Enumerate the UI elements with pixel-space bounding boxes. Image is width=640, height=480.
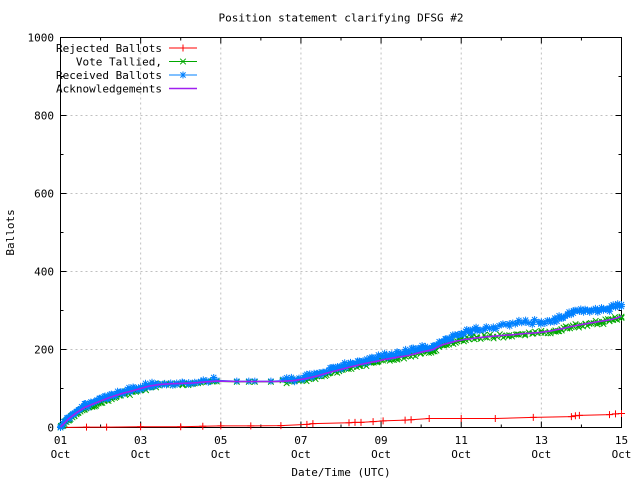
y-tick-label: 600 xyxy=(34,188,54,201)
legend-label-rejected-ballots: Rejected Ballots xyxy=(56,42,162,55)
x-axis-label: Date/Time (UTC) xyxy=(291,466,390,479)
legend-row-rejected-ballots: Rejected Ballots xyxy=(56,42,197,55)
x-tick-day: 07 xyxy=(294,434,307,447)
x-tick-day: 15 xyxy=(615,434,628,447)
y-tick-label: 200 xyxy=(34,344,54,357)
y-tick-label: 800 xyxy=(34,110,54,123)
x-tick-month: Oct xyxy=(211,448,231,461)
x-tick-month: Oct xyxy=(451,448,471,461)
x-tick-month: Oct xyxy=(291,448,311,461)
plot-frame xyxy=(60,37,622,428)
x-tick-day: 03 xyxy=(134,434,147,447)
legend-row-acknowledgements: Acknowledgements xyxy=(56,83,197,96)
y-axis-label: Ballots xyxy=(4,209,17,255)
y-tick-label: 1000 xyxy=(28,32,55,45)
x-tick-month: Oct xyxy=(531,448,551,461)
series-received-ballots xyxy=(57,300,625,431)
legend-row-received-ballots: Received Ballots xyxy=(56,69,197,82)
y-tick-label: 0 xyxy=(47,422,54,435)
data-series xyxy=(57,300,625,431)
x-tick-month: Oct xyxy=(612,448,632,461)
legend-label-acknowledgements: Acknowledgements xyxy=(56,83,162,96)
series-line-acknowledgements xyxy=(59,315,622,428)
x-tick-month: Oct xyxy=(51,448,71,461)
legend-row-vote-tallied: Vote Tallied, xyxy=(76,56,197,69)
x-tick-day: 09 xyxy=(374,434,387,447)
series-acknowledgements xyxy=(59,315,622,428)
chart-title: Position statement clarifying DFSG #2 xyxy=(218,12,463,25)
legend-sample-received-ballots xyxy=(169,71,197,79)
x-tick-day: 13 xyxy=(535,434,548,447)
gridlines xyxy=(60,37,622,428)
x-tick-day: 05 xyxy=(214,434,227,447)
x-tick-month: Oct xyxy=(131,448,151,461)
y-tick-label: 400 xyxy=(34,266,54,279)
legend-label-received-ballots: Received Ballots xyxy=(56,69,162,82)
series-markers-received-ballots xyxy=(57,300,625,431)
x-tick-day: 01 xyxy=(54,434,67,447)
x-tick-day: 11 xyxy=(455,434,468,447)
legend-label-vote-tallied: Vote Tallied, xyxy=(76,56,162,69)
legend-sample-vote-tallied xyxy=(169,58,197,65)
y-tick-labels: 0 200 400 600 800 1000 xyxy=(28,32,55,435)
legend-sample-rejected-ballots xyxy=(169,44,197,52)
x-tick-month: Oct xyxy=(371,448,391,461)
